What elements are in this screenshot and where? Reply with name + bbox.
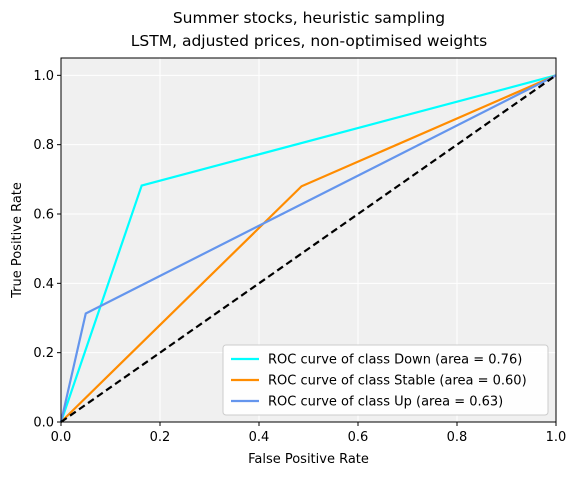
- y-tick-label: 1.0: [33, 69, 54, 84]
- series-layer: [59, 74, 557, 423]
- x-tick-label: 0.6: [348, 430, 369, 445]
- y-tick-label: 0.6: [33, 208, 54, 223]
- roc-curve-down: [59, 74, 557, 423]
- plot-frame: [60, 57, 557, 423]
- tick-layer: 0.0 0.2 0.4 0.6 0.8 1.0 0.0 0.2 0.4 0.6 0.8 1.0: [33, 69, 566, 445]
- x-tick-label: 1.0: [546, 430, 567, 445]
- legend-entry-label: ROC curve of class Stable (area = 0.60): [268, 374, 527, 389]
- x-tick-label: 0.4: [249, 430, 270, 445]
- legend: ROC curve of class Down (area = 0.76) ROC…: [222, 344, 549, 416]
- x-tick-label: 0.2: [150, 430, 171, 445]
- chart-title-line-2: LSTM, adjusted prices, non-optimised wei…: [131, 32, 487, 50]
- y-tick-label: 0.8: [33, 138, 54, 153]
- legend-entry-label: ROC curve of class Down (area = 0.76): [268, 353, 522, 368]
- y-tick-label: 0.0: [33, 416, 54, 431]
- x-tick-label: 0.8: [447, 430, 468, 445]
- chance-diagonal-line: [60, 74, 557, 423]
- roc-curve-stable: [60, 74, 557, 423]
- chart-title-line-1: Summer stocks, heuristic sampling: [173, 9, 445, 27]
- x-tick-label: 0.0: [51, 430, 72, 445]
- roc-curve-up: [59, 74, 557, 423]
- y-axis-label: True Positive Rate: [10, 182, 25, 299]
- legend-entry-label: ROC curve of class Up (area = 0.63): [268, 395, 503, 410]
- y-tick-label: 0.2: [33, 346, 54, 361]
- y-tick-label: 0.4: [33, 277, 54, 292]
- x-axis-label: False Positive Rate: [248, 452, 369, 467]
- legend-box: [222, 344, 549, 416]
